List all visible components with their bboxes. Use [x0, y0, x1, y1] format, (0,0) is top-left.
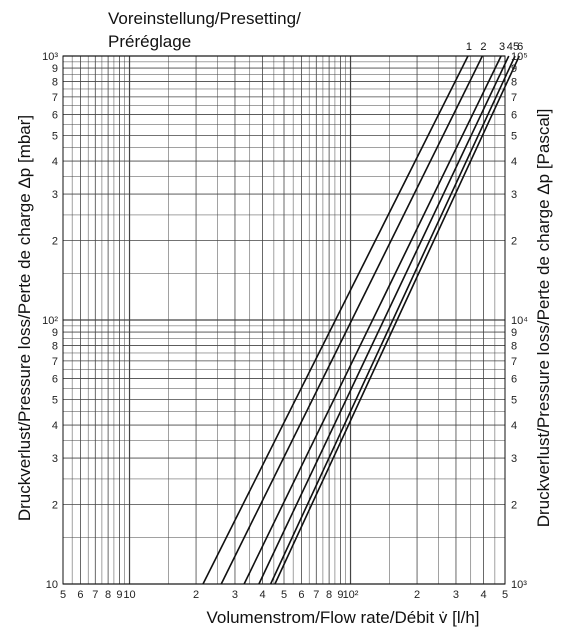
- x-tick-label: 8: [326, 589, 332, 601]
- y-tick-label-left: 6: [52, 110, 58, 122]
- y-tick-label-right: 3: [511, 189, 517, 201]
- series-label-2: 2: [480, 41, 486, 53]
- y-tick-label-right: 9: [511, 63, 517, 75]
- y-tick-label-right: 4: [511, 420, 517, 432]
- x-tick-label: 5: [281, 589, 287, 601]
- y-tick-label-left: 10: [46, 579, 58, 591]
- x-tick-label: 6: [298, 589, 304, 601]
- y-tick-label-right: 5: [511, 394, 517, 406]
- x-tick-label: 4: [481, 589, 487, 601]
- y-tick-label-left: 8: [52, 77, 58, 89]
- chart-title-line-2: Préréglage: [108, 32, 192, 51]
- x-tick-label: 2: [414, 589, 420, 601]
- y-tick-label-right: 3: [511, 453, 517, 465]
- y-axis-label-right: Druckverlust/Pressure loss/Perte de char…: [534, 109, 553, 528]
- y-tick-label-right: 4: [511, 156, 517, 168]
- y-tick-label-right: 9: [511, 327, 517, 339]
- x-tick-label: 4: [260, 589, 266, 601]
- series-lines: 1 2 3 4 56: [202, 41, 523, 585]
- series-label-5: 5: [513, 41, 519, 53]
- plot-frame: [62, 55, 506, 585]
- y-tick-label-left: 2: [52, 236, 58, 248]
- x-tick-label: 2: [193, 589, 199, 601]
- y-tick-label-right: 6: [511, 374, 517, 386]
- x-axis-label: Volumenstrom/Flow rate/Débit v̇ [l/h]: [206, 608, 479, 627]
- series-line-5: [269, 55, 516, 585]
- y-tick-label-left: 5: [52, 394, 58, 406]
- y-tick-label-left: 7: [52, 92, 58, 104]
- y-tick-label-right: 10³: [511, 579, 527, 591]
- y-axis-label-left: Druckverlust/Pressure loss/Perte de char…: [15, 115, 34, 521]
- y-tick-label-right: 2: [511, 236, 517, 248]
- y-tick-label-right: 8: [511, 77, 517, 89]
- x-tick-label: 6: [77, 589, 83, 601]
- y-tick-label-left: 3: [52, 453, 58, 465]
- x-tick-label: 10: [123, 589, 135, 601]
- x-tick-label: 10²: [343, 589, 359, 601]
- x-tick-label: 9: [337, 589, 343, 601]
- series-label-1: 1: [466, 41, 472, 53]
- y-tick-label-left: 9: [52, 63, 58, 75]
- y-tick-label-left: 10²: [42, 315, 58, 327]
- x-tick-label: 9: [116, 589, 122, 601]
- y-tick-label-left: 4: [52, 156, 58, 168]
- series-line-2: [220, 55, 484, 585]
- series-line-1: [202, 55, 469, 585]
- x-tick-label: 5: [60, 589, 66, 601]
- y-tick-label-right: 6: [511, 110, 517, 122]
- y-tick-label-right: 10⁴: [511, 315, 528, 327]
- series-line-6: [274, 55, 520, 585]
- x-tick-label: 3: [232, 589, 238, 601]
- x-tick-label: 7: [313, 589, 319, 601]
- grid: [62, 55, 506, 585]
- tick-labels: 5 6 7 8 9 10 2 3 4 5 6 7 8 9 10² 2 3 4 5102345678910²23456…: [42, 51, 528, 601]
- y-tick-label-right: 5: [511, 130, 517, 142]
- x-tick-label: 5: [502, 589, 508, 601]
- x-tick-label: 8: [105, 589, 111, 601]
- y-tick-label-left: 6: [52, 374, 58, 386]
- chart-title-line-1: Voreinstellung/Presetting/: [108, 9, 301, 28]
- y-tick-label-left: 7: [52, 356, 58, 368]
- y-tick-label-right: 8: [511, 341, 517, 353]
- y-tick-label-left: 3: [52, 189, 58, 201]
- y-tick-label-right: 2: [511, 500, 517, 512]
- y-tick-label-left: 5: [52, 130, 58, 142]
- series-line-4: [258, 55, 510, 585]
- x-tick-label: 3: [453, 589, 459, 601]
- y-tick-label-right: 7: [511, 356, 517, 368]
- y-tick-label-left: 8: [52, 341, 58, 353]
- series-label-6: 6: [517, 41, 523, 53]
- y-tick-label-right: 7: [511, 92, 517, 104]
- series-line-3: [243, 55, 502, 585]
- y-tick-label-right: 10⁵: [511, 51, 528, 63]
- y-tick-label-left: 9: [52, 327, 58, 339]
- series-label-4: 4: [507, 41, 513, 53]
- y-tick-label-left: 4: [52, 420, 58, 432]
- x-tick-label: 7: [92, 589, 98, 601]
- y-tick-label-left: 10³: [42, 51, 58, 63]
- series-label-3: 3: [499, 41, 505, 53]
- y-tick-label-left: 2: [52, 500, 58, 512]
